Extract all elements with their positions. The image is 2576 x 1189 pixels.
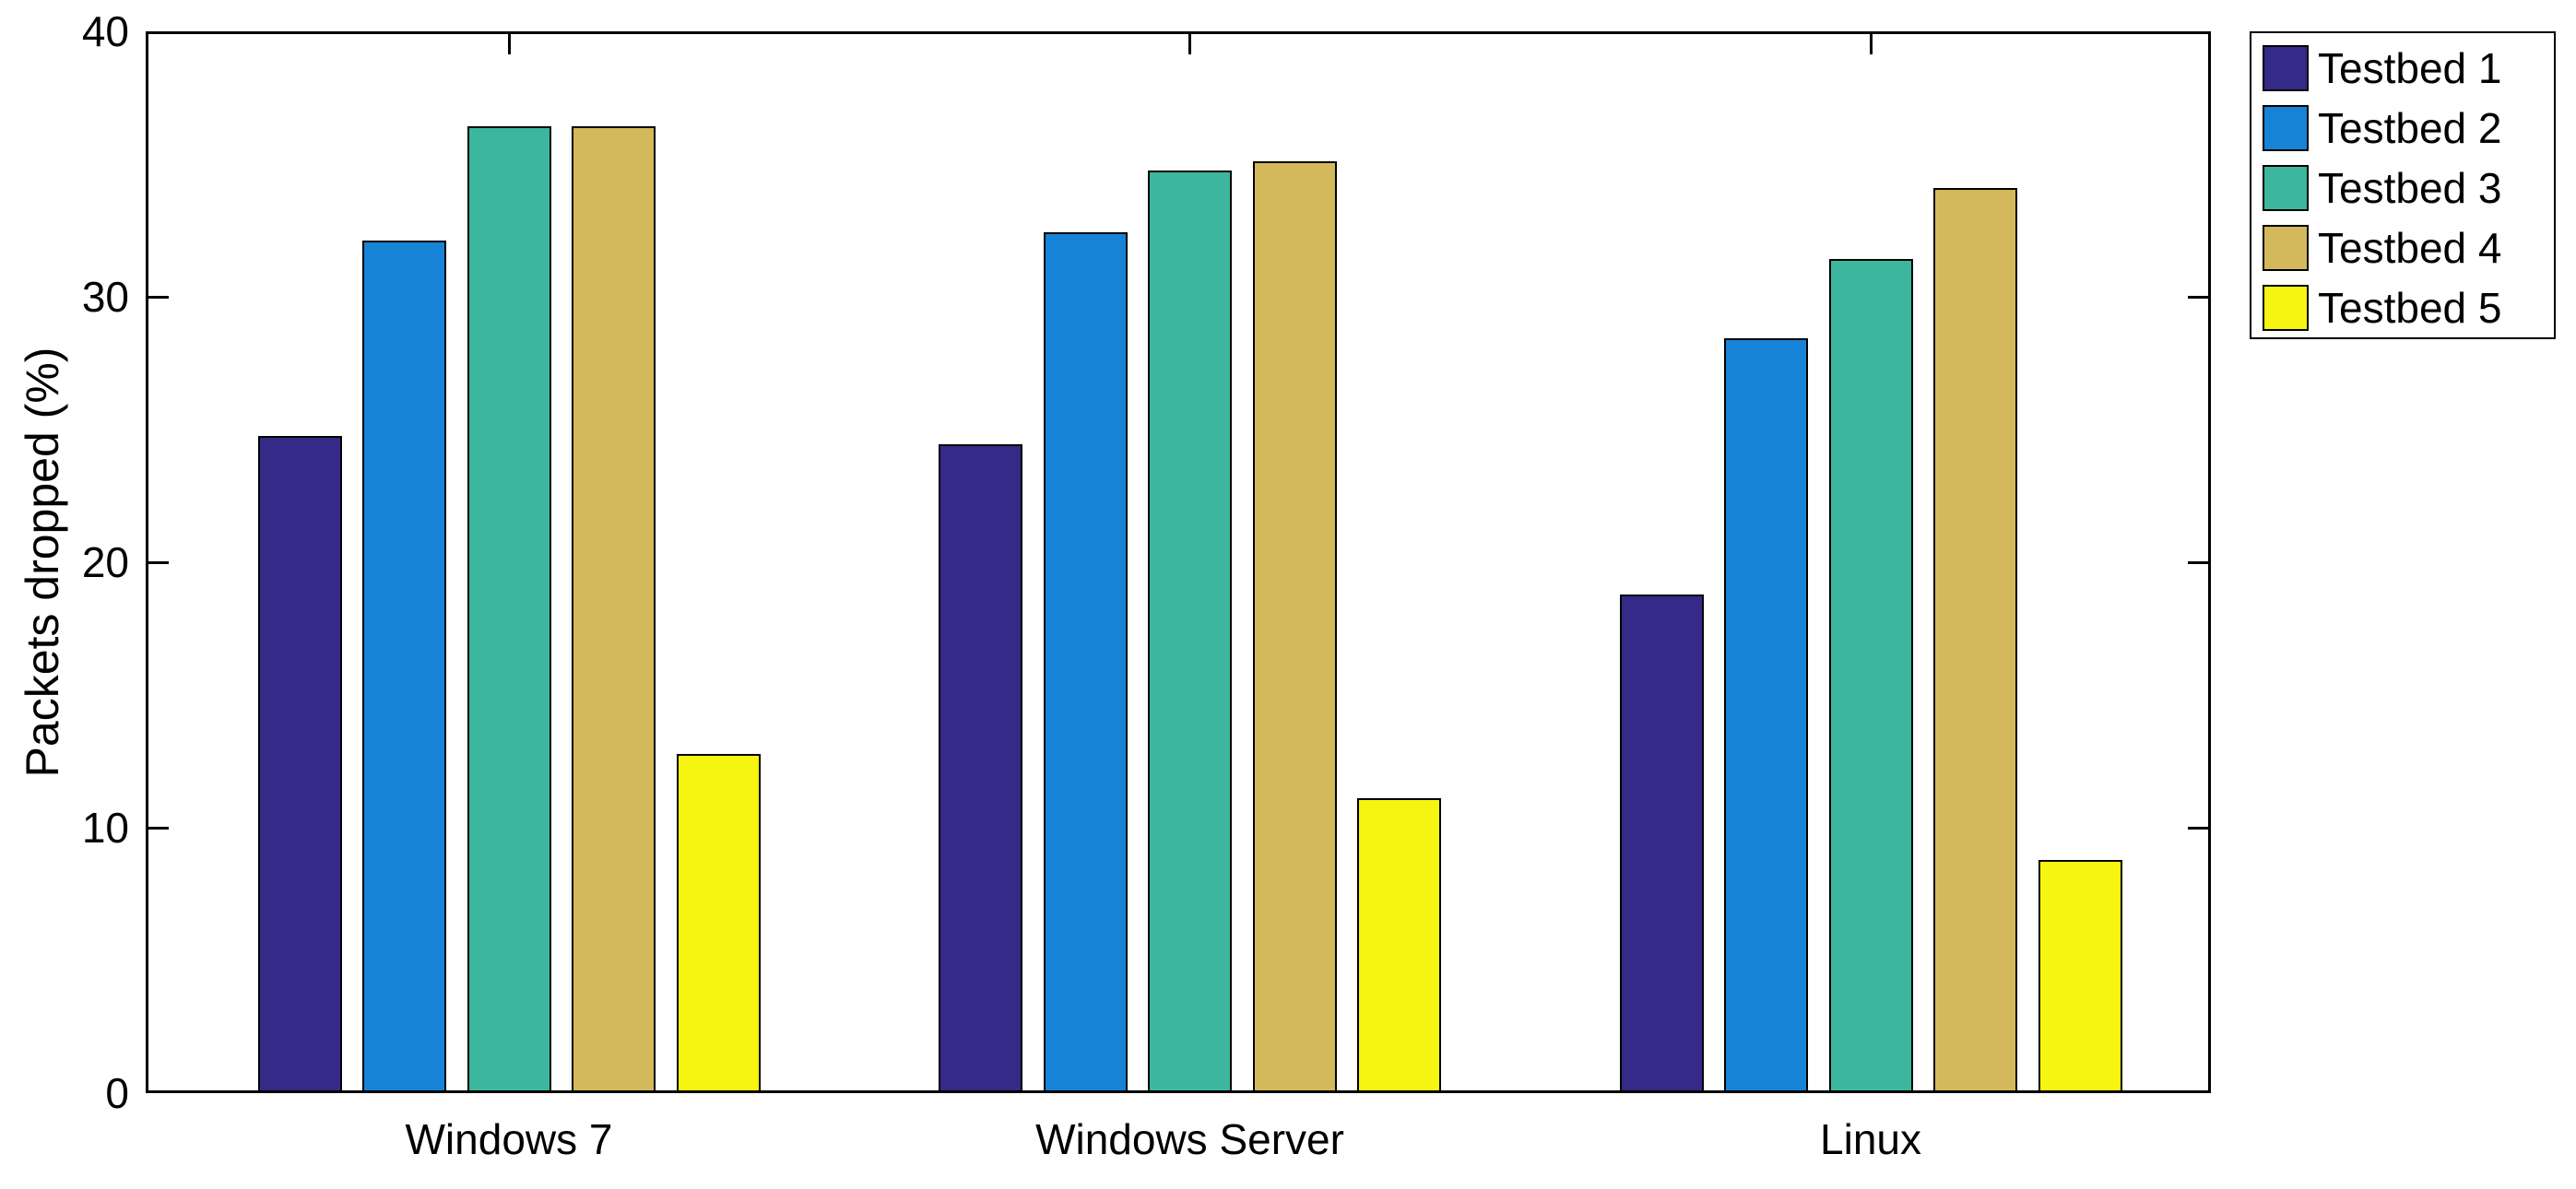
x-axis-tick — [1188, 34, 1191, 54]
legend-item: Testbed 3 — [2251, 165, 2554, 225]
bar — [2038, 860, 2122, 1090]
legend-swatch — [2263, 105, 2309, 151]
legend-swatch — [2263, 45, 2309, 91]
y-axis-tick — [148, 560, 169, 564]
y-tick-label: 30 — [81, 273, 129, 321]
bar — [1043, 232, 1128, 1090]
bar — [1619, 594, 1704, 1090]
x-axis-tick — [1869, 34, 1873, 54]
x-tick-label: Windows Server — [1035, 1115, 1344, 1163]
bar — [572, 126, 656, 1090]
legend-swatch — [2263, 225, 2309, 271]
y-tick-label: 0 — [105, 1069, 129, 1117]
legend-label: Testbed 4 — [2318, 224, 2502, 272]
x-tick-label: Linux — [1820, 1115, 1921, 1163]
legend-item: Testbed 5 — [2251, 285, 2554, 345]
bar — [1357, 798, 1441, 1090]
legend-label: Testbed 2 — [2318, 104, 2502, 152]
bar — [939, 444, 1022, 1090]
bar — [1724, 338, 1808, 1090]
legend-item: Testbed 2 — [2251, 105, 2554, 165]
legend-item: Testbed 1 — [2251, 45, 2554, 105]
legend: Testbed 1 Testbed 2 Testbed 3 Testbed 4 Test… — [2250, 31, 2556, 339]
y-tick-label: 40 — [81, 7, 129, 55]
legend-swatch — [2263, 165, 2309, 211]
plot-area — [146, 31, 2211, 1093]
bar — [1252, 161, 1337, 1090]
y-axis-tick — [148, 826, 169, 830]
x-tick-label: Windows 7 — [405, 1115, 613, 1163]
bar — [257, 436, 342, 1090]
legend-swatch — [2263, 285, 2309, 331]
bar — [1828, 259, 1913, 1090]
bar — [1933, 188, 2017, 1090]
y-axis-tick — [2188, 560, 2208, 564]
legend-item: Testbed 4 — [2251, 225, 2554, 285]
x-axis-tick — [507, 34, 511, 54]
legend-label: Testbed 1 — [2318, 44, 2502, 92]
legend-label: Testbed 5 — [2318, 284, 2502, 332]
y-tick-label: 10 — [81, 804, 129, 852]
legend-label: Testbed 3 — [2318, 164, 2502, 212]
y-axis-tick — [2188, 826, 2208, 830]
bar — [676, 754, 761, 1090]
y-tick-label: 20 — [81, 538, 129, 586]
y-axis-tick — [2188, 295, 2208, 299]
bar — [362, 241, 446, 1090]
y-axis-tick — [148, 295, 169, 299]
bar — [467, 126, 551, 1090]
bar — [1148, 171, 1232, 1090]
